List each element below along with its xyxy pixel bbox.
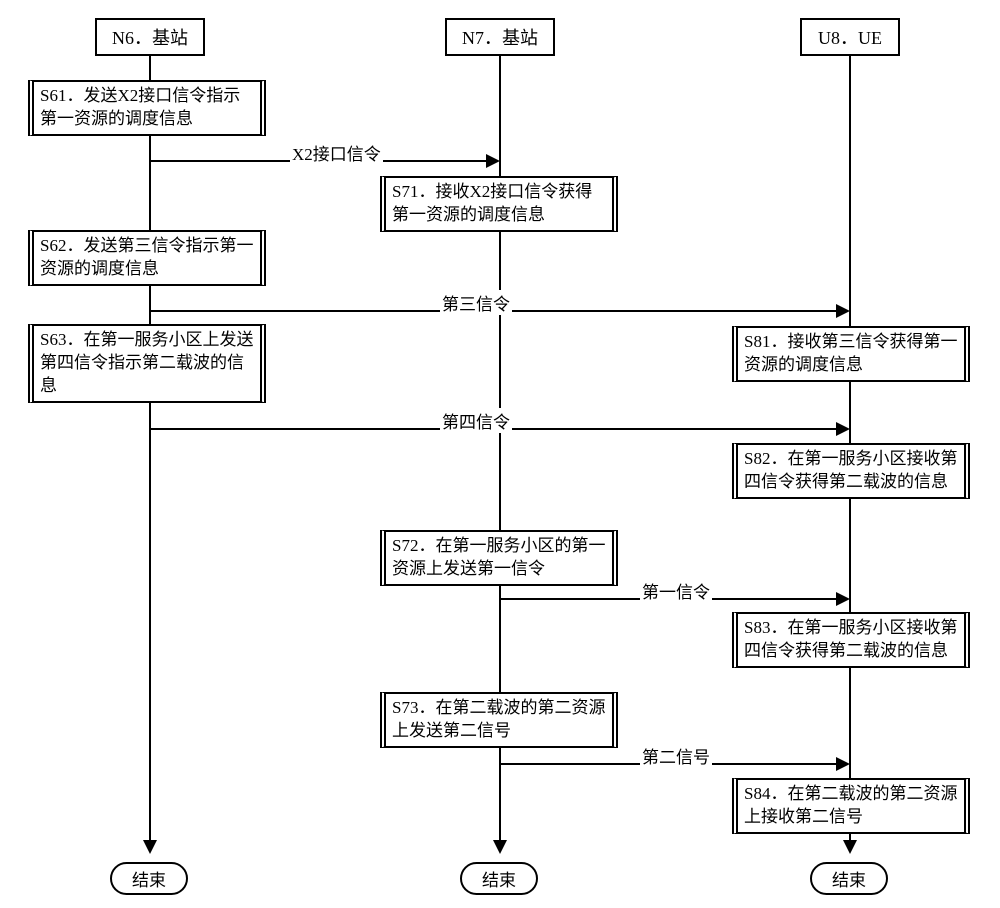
msg-sig3-label: 第三信令 (440, 290, 512, 315)
step-s72: S72．在第一服务小区的第一资源上发送第一信令 (380, 530, 618, 586)
lifeline-arrow-u8 (843, 840, 857, 854)
step-s81: S81．接收第三信令获得第一资源的调度信息 (732, 326, 970, 382)
end-n6: 结束 (110, 862, 188, 895)
step-s83: S83．在第一服务小区接收第四信令获得第二载波的信息 (732, 612, 970, 668)
lifeline-arrow-n6 (143, 840, 157, 854)
msg-sig1-label: 第一信令 (640, 578, 712, 603)
msg-sig4-label: 第四信令 (440, 408, 512, 433)
lifeline-arrow-n7 (493, 840, 507, 854)
end-n7: 结束 (460, 862, 538, 895)
sequence-diagram: N6．基站 N7．基站 U8．UE X2接口信令 第三信令 第四信令 第一信令 … (0, 0, 1000, 908)
step-s62: S62．发送第三信令指示第一资源的调度信息 (28, 230, 266, 286)
msg-sig2-label: 第二信号 (640, 743, 712, 768)
msg-x2-label: X2接口信令 (290, 140, 383, 165)
step-s61: S61．发送X2接口信令指示第一资源的调度信息 (28, 80, 266, 136)
step-s71: S71．接收X2接口信令获得第一资源的调度信息 (380, 176, 618, 232)
actor-n7: N7．基站 (445, 18, 555, 56)
step-s63: S63．在第一服务小区上发送第四信令指示第二载波的信息 (28, 324, 266, 403)
step-s73: S73．在第二载波的第二资源上发送第二信号 (380, 692, 618, 748)
actor-n6: N6．基站 (95, 18, 205, 56)
step-s82: S82．在第一服务小区接收第四信令获得第二载波的信息 (732, 443, 970, 499)
lifeline-n6 (149, 54, 151, 842)
actor-u8: U8．UE (800, 18, 900, 56)
step-s84: S84．在第二载波的第二资源上接收第二信号 (732, 778, 970, 834)
end-u8: 结束 (810, 862, 888, 895)
